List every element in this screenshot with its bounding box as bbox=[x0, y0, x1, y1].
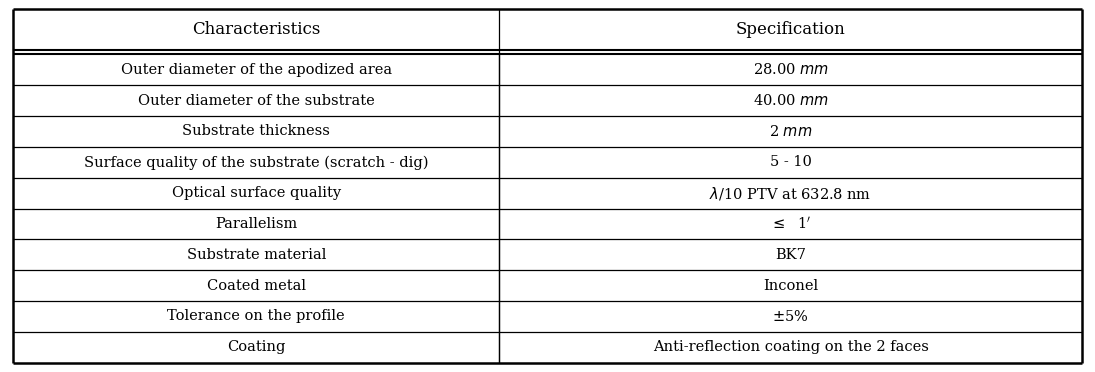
Text: $\leq$  1$'$: $\leq$ 1$'$ bbox=[770, 216, 811, 232]
Text: Outer diameter of the apodized area: Outer diameter of the apodized area bbox=[120, 63, 392, 77]
Text: BK7: BK7 bbox=[775, 248, 806, 262]
Text: Surface quality of the substrate (scratch - dig): Surface quality of the substrate (scratc… bbox=[84, 155, 428, 170]
Text: 5 - 10: 5 - 10 bbox=[770, 155, 811, 169]
Text: Characteristics: Characteristics bbox=[192, 21, 321, 38]
Text: 40.00 $mm$: 40.00 $mm$ bbox=[752, 93, 829, 108]
Text: Specification: Specification bbox=[736, 21, 845, 38]
Text: Parallelism: Parallelism bbox=[215, 217, 298, 231]
Text: 28.00 $mm$: 28.00 $mm$ bbox=[752, 62, 829, 77]
Text: Optical surface quality: Optical surface quality bbox=[172, 186, 341, 200]
Text: 2 $mm$: 2 $mm$ bbox=[769, 124, 812, 139]
Text: Substrate material: Substrate material bbox=[186, 248, 326, 262]
Text: Coating: Coating bbox=[227, 340, 286, 354]
Text: $\lambda$/10 PTV at 632.8 nm: $\lambda$/10 PTV at 632.8 nm bbox=[710, 185, 872, 202]
Text: Anti-reflection coating on the 2 faces: Anti-reflection coating on the 2 faces bbox=[653, 340, 929, 354]
Text: Coated metal: Coated metal bbox=[207, 279, 306, 293]
Text: $\pm$5%: $\pm$5% bbox=[772, 309, 809, 324]
Text: Outer diameter of the substrate: Outer diameter of the substrate bbox=[138, 94, 374, 108]
Text: Substrate thickness: Substrate thickness bbox=[183, 125, 331, 138]
Text: Tolerance on the profile: Tolerance on the profile bbox=[168, 310, 345, 324]
Text: Inconel: Inconel bbox=[763, 279, 818, 293]
